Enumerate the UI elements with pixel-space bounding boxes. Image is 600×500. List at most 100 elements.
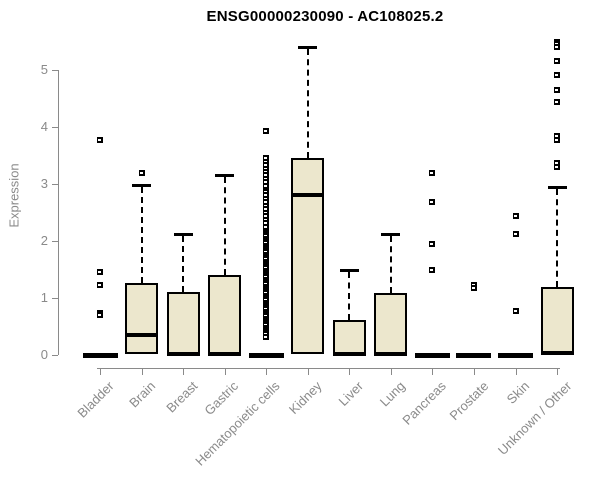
outlier-point: [263, 223, 270, 230]
outlier-point: [554, 71, 561, 78]
median-line: [332, 351, 366, 356]
outlier-point: [97, 136, 103, 143]
outlier-point: [263, 165, 270, 172]
x-axis-category-label: Skin: [503, 378, 533, 407]
box: [291, 158, 325, 354]
x-axis-category-label: Prostate: [446, 378, 491, 424]
y-axis-tick: [52, 298, 58, 299]
outlier-point: [554, 160, 561, 167]
outlier-point-center: [555, 101, 559, 104]
y-axis-tick: [52, 241, 58, 242]
outlier-point: [263, 333, 270, 340]
upper-whisker: [389, 235, 392, 294]
outlier-point: [554, 44, 561, 51]
outlier-point: [263, 192, 270, 199]
x-axis-tick: [557, 368, 559, 375]
outlier-point-center: [264, 190, 268, 193]
outlier-point: [263, 158, 270, 165]
outlier-point-center: [264, 177, 268, 180]
outlier-point: [263, 127, 270, 134]
upper-whisker: [348, 271, 351, 320]
outlier-point-center: [264, 167, 268, 170]
box: [125, 282, 159, 354]
outlier-point-center: [430, 201, 434, 204]
median-line: [125, 333, 159, 338]
outlier-point: [263, 172, 270, 179]
outlier-point: [429, 199, 436, 206]
outlier-point: [138, 169, 145, 176]
outlier-point-center: [555, 138, 559, 141]
upper-whisker-cap: [132, 184, 152, 188]
outlier-point: [263, 188, 270, 195]
outlier-point: [263, 220, 270, 227]
x-axis-tick: [224, 368, 226, 375]
x-axis-category-label: Breast: [162, 378, 201, 416]
outlier-point-center: [264, 181, 268, 184]
x-axis-line: [97, 368, 561, 369]
outlier-point: [263, 182, 270, 189]
outlier-point: [429, 240, 436, 247]
outlier-point: [263, 216, 270, 223]
y-axis-tick-label: 2: [40, 233, 48, 248]
upper-whisker: [140, 187, 143, 283]
outlier-point-center: [555, 134, 559, 137]
y-axis-tick-label: 0: [40, 347, 48, 362]
outlier-point: [554, 86, 561, 93]
outlier-point-center: [555, 162, 559, 165]
outlier-point-center: [139, 171, 143, 174]
y-axis-tick-label: 5: [40, 62, 48, 77]
outlier-point-center: [264, 208, 268, 211]
upper-whisker: [556, 188, 559, 287]
upper-whisker-cap: [173, 232, 193, 236]
x-axis-category-label: Kidney: [285, 378, 325, 418]
box: [166, 292, 200, 354]
outlier-point: [97, 282, 103, 289]
outlier-point-center: [264, 184, 268, 187]
x-axis-tick: [100, 368, 101, 375]
x-axis-category-label: Liver: [335, 378, 367, 409]
x-axis-tick: [141, 368, 143, 375]
outlier-point-center: [264, 197, 268, 200]
outlier-point-center: [98, 314, 101, 317]
outlier-point: [512, 230, 519, 237]
upper-whisker: [306, 49, 309, 159]
x-axis-category-label: Lung: [376, 378, 408, 410]
outlier-point-center: [513, 309, 517, 312]
outlier-point-center: [264, 171, 268, 174]
outlier-point-center: [555, 46, 559, 49]
upper-whisker-cap: [298, 46, 318, 50]
collapsed-box: [248, 352, 284, 358]
outlier-point: [429, 169, 436, 176]
collapsed-box: [82, 352, 118, 358]
x-axis-category-label: Bladder: [74, 378, 117, 421]
collapsed-box: [456, 352, 492, 358]
upper-whisker: [182, 235, 185, 293]
outlier-point-center: [430, 242, 434, 245]
outlier-point-center: [264, 129, 268, 132]
outlier-point: [263, 202, 270, 209]
x-axis-tick: [473, 368, 475, 375]
outlier-point: [554, 136, 561, 143]
outlier-point-center: [555, 73, 559, 76]
outlier-point-center: [264, 160, 268, 163]
median-line: [374, 351, 408, 356]
outlier-point-center: [264, 222, 268, 225]
outlier-point: [512, 212, 519, 219]
box: [208, 275, 242, 354]
median-line: [540, 350, 574, 355]
x-axis-tick: [390, 368, 392, 375]
y-axis-tick-label: 4: [40, 119, 48, 134]
outlier-point-center: [264, 194, 268, 197]
outlier-point: [263, 169, 270, 176]
outlier-point-center: [98, 138, 101, 141]
box: [374, 293, 408, 354]
x-axis-tick: [266, 368, 268, 375]
y-axis-tick: [52, 355, 58, 356]
outlier-point-center: [430, 171, 434, 174]
x-axis-tick: [349, 368, 351, 375]
y-axis-line: [58, 70, 59, 355]
outlier-point: [263, 212, 270, 219]
x-axis-tick: [432, 368, 434, 375]
x-axis-category-label: Gastric: [201, 378, 242, 419]
outlier-point: [263, 209, 270, 216]
